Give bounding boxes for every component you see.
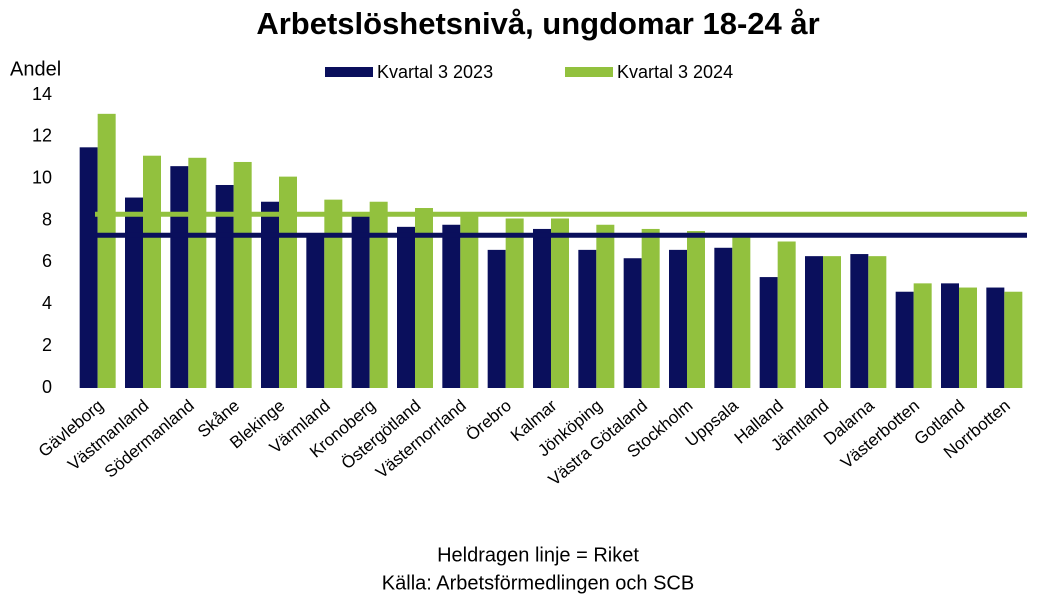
bar (777, 241, 796, 388)
bar (79, 147, 98, 388)
bar (732, 235, 751, 388)
chart-title: Arbetslöshetsnivå, ungdomar 18-24 år (256, 6, 819, 41)
legend-label: Kvartal 3 2023 (377, 62, 493, 82)
bar (442, 224, 461, 388)
note: Källa: Arbetsförmedlingen och SCB (382, 572, 694, 594)
bar (533, 228, 551, 388)
bar (261, 201, 279, 388)
bar (188, 157, 207, 388)
y-tick-label: 12 (32, 126, 52, 146)
bar (369, 201, 388, 388)
legend-label: Kvartal 3 2024 (617, 62, 733, 82)
bar (641, 228, 660, 388)
bar (97, 113, 116, 388)
bar (714, 247, 733, 388)
y-axis-label: Andel (10, 58, 61, 80)
bar (306, 235, 325, 388)
bar (324, 199, 343, 388)
bar (805, 256, 823, 388)
bar (170, 166, 189, 388)
y-tick-label: 14 (32, 84, 52, 104)
x-tick-label: Örebro (462, 396, 515, 445)
note: Heldragen linje = Riket (437, 544, 639, 566)
bar (397, 226, 415, 388)
bar (823, 256, 841, 388)
bar (596, 224, 615, 388)
y-tick-label: 8 (42, 209, 52, 229)
bar (551, 218, 569, 388)
bar (623, 258, 642, 388)
bar (578, 249, 597, 388)
y-tick-label: 6 (42, 251, 52, 271)
bar (415, 208, 433, 388)
bar (143, 155, 161, 388)
y-tick-label: 10 (32, 167, 52, 187)
bar (505, 218, 524, 388)
bar (986, 287, 1005, 388)
bar (941, 283, 959, 388)
bar (487, 249, 506, 388)
bar (669, 249, 687, 388)
y-tick-label: 4 (42, 293, 52, 313)
legend-swatch (565, 67, 613, 77)
y-tick-label: 0 (42, 377, 52, 397)
bar (233, 161, 252, 388)
bar (687, 231, 705, 388)
bar (1004, 291, 1023, 388)
bar (868, 256, 887, 388)
bar (913, 283, 932, 388)
bar (125, 197, 143, 388)
bar (959, 287, 977, 388)
legend-swatch (325, 67, 373, 77)
bar (895, 291, 914, 388)
bar (759, 277, 778, 388)
y-tick-label: 2 (42, 335, 52, 355)
bar (279, 176, 297, 388)
bar (351, 212, 370, 388)
bar (850, 254, 869, 388)
bar (460, 212, 479, 388)
